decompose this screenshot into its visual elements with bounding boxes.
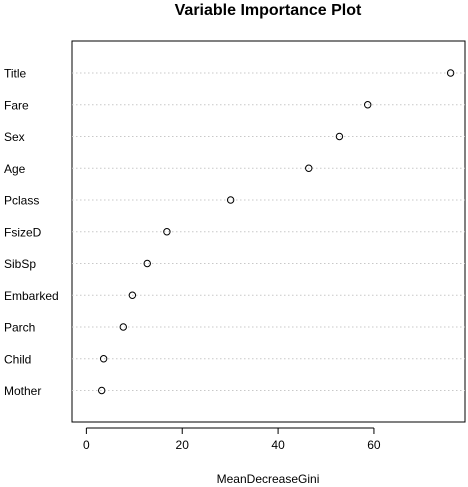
x-axis: 0 20 40 60: [83, 427, 381, 452]
x-tick-label: 0: [83, 438, 90, 452]
x-tick-label: 60: [367, 438, 381, 452]
category-label: Embarked: [4, 289, 59, 303]
x-tick-label: 40: [271, 438, 285, 452]
category-label: Child: [4, 352, 31, 366]
chart-title: Variable Importance Plot: [175, 2, 362, 19]
data-point: [446, 69, 455, 77]
category-label: Mother: [4, 384, 41, 398]
data-points: [98, 69, 455, 395]
data-point: [98, 386, 106, 395]
data-point: [226, 196, 235, 204]
category-label: Pclass: [4, 194, 39, 208]
category-label: Title: [4, 67, 27, 81]
category-label: Sex: [4, 130, 25, 144]
data-point: [99, 355, 108, 363]
data-point: [335, 132, 344, 141]
data-point: [143, 259, 151, 268]
category-label: FsizeD: [4, 225, 42, 239]
data-point: [119, 323, 127, 331]
grid-lines: [72, 72, 465, 391]
category-label: Fare: [4, 98, 29, 112]
data-point: [128, 291, 137, 299]
category-label: Parch: [4, 321, 35, 335]
data-point: [305, 164, 313, 172]
category-label: SibSp: [4, 257, 36, 271]
x-tick-label: 20: [176, 438, 190, 452]
category-labels: Title Fare Sex Age Pclass FsizeD SibSp Embarked…: [4, 67, 59, 399]
x-axis-label: MeanDecreaseGini: [217, 472, 320, 486]
data-point: [364, 101, 372, 109]
category-label: Age: [4, 162, 26, 176]
data-point: [163, 228, 171, 236]
